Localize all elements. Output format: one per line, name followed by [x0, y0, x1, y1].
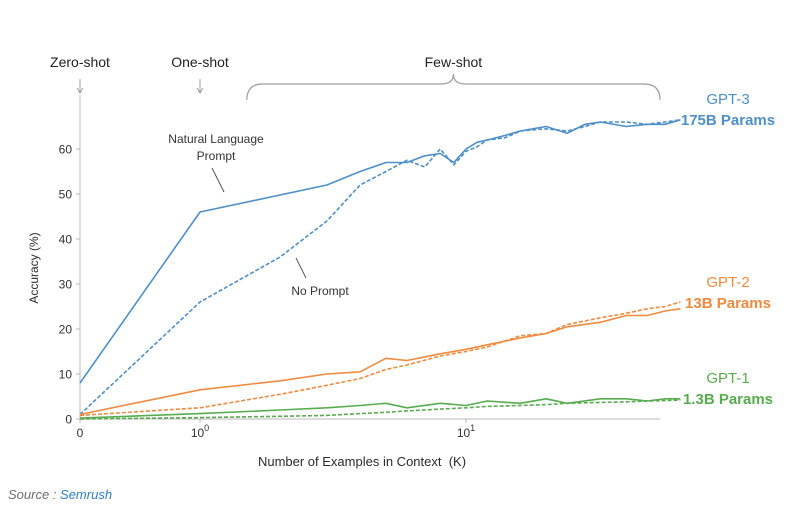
shot-region-label: One-shot [171, 54, 229, 70]
series-line-gpt-1-solid [79, 397, 681, 419]
model-label-name: GPT-2 [706, 274, 749, 291]
source-link[interactable]: Semrush [60, 487, 113, 502]
y-tick-label: 0 [65, 413, 72, 427]
annotations: Natural Language Prompt No Prompt [168, 132, 349, 298]
x-tick-label: 101 [457, 423, 475, 440]
y-tick-label: 50 [59, 188, 73, 202]
series-line-gpt-2-dashed [79, 301, 681, 417]
down-arrow-icon [76, 87, 84, 94]
x-tick-exponent: 0 [204, 423, 209, 433]
series-lines [79, 119, 681, 420]
model-label-params: 13B Params [685, 295, 771, 312]
x-tick-exponent: 1 [470, 423, 475, 433]
series-line-gpt-3-dashed [79, 119, 681, 416]
series-line-gpt-1-dashed [79, 399, 681, 420]
model-label-name: GPT-3 [706, 91, 749, 108]
y-tick-label: 60 [59, 143, 73, 157]
x-tick-label: 100 [191, 423, 209, 440]
y-axis-label: Accuracy (%) [27, 232, 41, 303]
source-credit: Source : Semrush [8, 487, 112, 502]
annotation-pointer [211, 167, 225, 193]
annotation-prompt: Prompt [197, 149, 236, 163]
model-label-params: 1.3B Params [683, 391, 773, 408]
x-tick-base: 10 [191, 426, 205, 440]
y-tick-label: 30 [59, 278, 73, 292]
x-tick-base: 10 [457, 426, 471, 440]
annotation-pointer [295, 257, 307, 279]
model-labels: GPT-3 175B Params GPT-2 13B Params GPT-1 1.3B… [681, 91, 775, 408]
x-tick-label: 0 [77, 426, 84, 440]
model-label-params: 175B Params [681, 112, 775, 129]
few-shot-brace [246, 73, 661, 101]
x-axis-label: Number of Examples in Context (K) [258, 454, 466, 469]
series-line-gpt-3-solid [79, 119, 681, 384]
y-tick-label: 20 [59, 323, 73, 337]
annotation-no-prompt: No Prompt [291, 284, 349, 298]
y-tick-label: 40 [59, 233, 73, 247]
annotation-natural-language: Natural Language [168, 132, 264, 146]
shot-regions: Zero-shot One-shot Few-shot [50, 54, 661, 101]
series-line-gpt-2-solid [79, 308, 681, 416]
few-shot-label: Few-shot [425, 54, 483, 70]
x-tick-base: 0 [77, 426, 84, 440]
down-arrow-icon [196, 87, 204, 94]
model-label-name: GPT-1 [706, 370, 749, 387]
y-tick-label: 10 [59, 368, 73, 382]
source-label: Source : [8, 487, 61, 502]
shot-region-label: Zero-shot [50, 54, 110, 70]
chart-axes: Number of Examples in Context (K) Accura… [27, 95, 660, 469]
